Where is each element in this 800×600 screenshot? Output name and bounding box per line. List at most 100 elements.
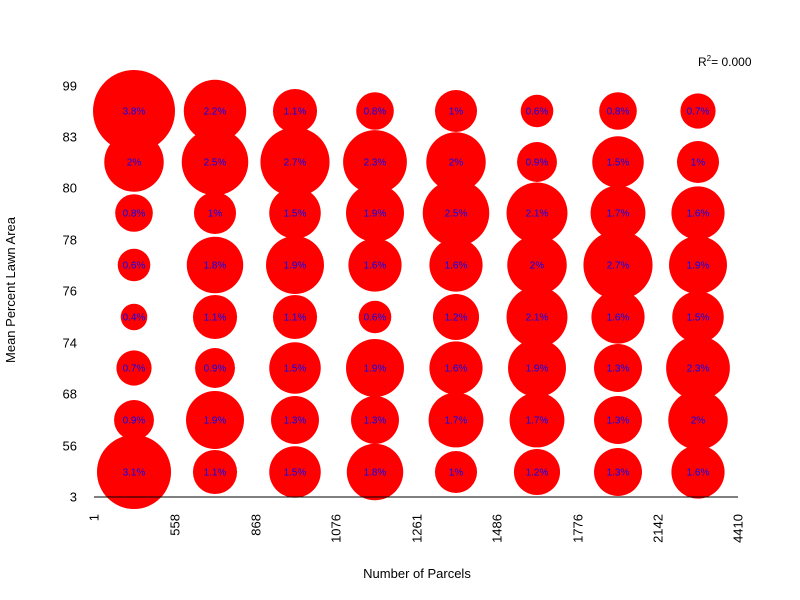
bubble-percent-label: 1.9% bbox=[526, 364, 549, 375]
bubble bbox=[583, 230, 653, 300]
bubble-percent-label: 1.6% bbox=[687, 468, 710, 479]
x-tick-label: 1 bbox=[87, 514, 102, 521]
bubble-percent-label: 1.5% bbox=[607, 158, 630, 169]
bubble-percent-label: 0.6% bbox=[364, 313, 387, 324]
bubble-percent-label: 1.2% bbox=[445, 313, 468, 324]
bubble bbox=[114, 400, 154, 440]
y-tick-label: 99 bbox=[63, 79, 77, 94]
bubble-percent-label: 1.7% bbox=[445, 416, 468, 427]
bubble-percent-label: 2.5% bbox=[445, 209, 468, 220]
bubble-percent-label: 0.6% bbox=[526, 107, 549, 118]
bubble bbox=[676, 140, 720, 184]
bubble-percent-label: 1.5% bbox=[687, 313, 710, 324]
bubble-percent-label: 1.6% bbox=[445, 261, 468, 272]
bubble-layer bbox=[93, 70, 730, 510]
bubble-percent-label: 1.6% bbox=[364, 261, 387, 272]
r-squared-value: = 0.000 bbox=[711, 55, 752, 69]
bubble-percent-label: 1.3% bbox=[607, 468, 630, 479]
x-tick-labels: 1 558 868 1076 1261 1486 1776 2142 4410 bbox=[87, 514, 746, 543]
bubble-percent-label: 1.3% bbox=[364, 416, 387, 427]
bubble-percent-label: 1.5% bbox=[284, 468, 307, 479]
x-tick-label: 1776 bbox=[571, 514, 586, 543]
y-tick-label: 68 bbox=[63, 387, 77, 402]
bubble bbox=[590, 185, 646, 241]
bubble-percent-label: 2% bbox=[691, 416, 706, 427]
bubble-percent-label: 1% bbox=[449, 468, 464, 479]
bubble bbox=[269, 187, 321, 239]
r-squared-annotation: R2= 0.000 bbox=[698, 54, 752, 69]
x-tick-label: 1261 bbox=[410, 514, 425, 543]
x-tick-label: 1076 bbox=[329, 514, 344, 543]
bubble bbox=[117, 248, 151, 282]
y-tick-label: 56 bbox=[63, 439, 77, 454]
bubble bbox=[351, 396, 399, 444]
bubble-percent-label: 2% bbox=[127, 158, 142, 169]
bubble-percent-label: 2.2% bbox=[204, 107, 227, 118]
bubble-percent-label: 1.6% bbox=[445, 364, 468, 375]
bubble bbox=[434, 450, 478, 494]
bubble bbox=[506, 182, 568, 244]
bubble-percent-label: 1.2% bbox=[526, 468, 549, 479]
bubble-percent-label: 1.6% bbox=[607, 313, 630, 324]
bubble-percent-label: 0.9% bbox=[123, 416, 146, 427]
r-squared-superscript: 2 bbox=[707, 54, 712, 63]
x-tick-label: 868 bbox=[249, 514, 264, 536]
bubble bbox=[594, 448, 642, 496]
bubble bbox=[186, 391, 244, 449]
bubble-percent-label: 1.3% bbox=[607, 364, 630, 375]
bubble-percent-label: 1.7% bbox=[607, 209, 630, 220]
bubble bbox=[668, 390, 728, 450]
bubble bbox=[669, 236, 727, 294]
bubble bbox=[343, 130, 407, 194]
bubble-percent-label: 1.1% bbox=[284, 313, 307, 324]
bubble bbox=[269, 342, 321, 394]
bubble-percent-label: 1.5% bbox=[284, 364, 307, 375]
bubble bbox=[96, 434, 172, 510]
bubble bbox=[104, 132, 164, 192]
bubble-percent-label: 3.8% bbox=[123, 107, 146, 118]
bubble bbox=[358, 300, 392, 334]
bubble-percent-label: 1.1% bbox=[284, 107, 307, 118]
bubble bbox=[192, 294, 238, 340]
bubble bbox=[195, 348, 235, 388]
bubble bbox=[356, 92, 394, 130]
bubble-percent-label: 1.9% bbox=[364, 209, 387, 220]
r-squared-symbol: R bbox=[698, 55, 707, 69]
bubble bbox=[116, 350, 152, 386]
bubble bbox=[271, 396, 319, 444]
bubble bbox=[680, 93, 716, 129]
bubble bbox=[346, 443, 404, 501]
y-tick-label: 76 bbox=[63, 284, 77, 299]
bubble-label-layer: 3.8% 2.2% 1.1% 0.8% 1% 0.6% 0.8% 0.7% 2% 2.5% 2.7%… bbox=[123, 107, 710, 479]
bubble-percent-label: 2.5% bbox=[204, 158, 227, 169]
y-tick-label: 80 bbox=[63, 181, 77, 196]
bubble-percent-label: 0.7% bbox=[123, 364, 146, 375]
x-tick-label: 558 bbox=[168, 514, 183, 536]
bubble-percent-label: 0.8% bbox=[607, 107, 630, 118]
bubble-percent-label: 1% bbox=[208, 209, 223, 220]
bubble-percent-label: 2.3% bbox=[364, 158, 387, 169]
bubble bbox=[181, 128, 249, 196]
bubble-percent-label: 1.9% bbox=[204, 416, 227, 427]
bubble bbox=[269, 446, 321, 498]
bubble-percent-label: 1.9% bbox=[364, 364, 387, 375]
bubble-percent-label: 0.8% bbox=[364, 107, 387, 118]
bubble bbox=[520, 94, 554, 128]
y-tick-label: 74 bbox=[63, 336, 77, 351]
bubble-percent-label: 0.4% bbox=[123, 313, 146, 324]
x-tick-label: 1486 bbox=[490, 514, 505, 543]
bubble bbox=[594, 396, 642, 444]
bubble-percent-label: 0.8% bbox=[123, 209, 146, 220]
bubble bbox=[429, 238, 483, 292]
bubble-percent-label: 2.7% bbox=[284, 158, 307, 169]
bubble-percent-label: 2.1% bbox=[526, 313, 549, 324]
bubble-percent-label: 1.5% bbox=[284, 209, 307, 220]
bubble-percent-label: 0.9% bbox=[526, 158, 549, 169]
bubble bbox=[183, 79, 247, 143]
bubble-percent-label: 1.7% bbox=[526, 416, 549, 427]
bubble bbox=[594, 344, 642, 392]
bubble-percent-label: 2.1% bbox=[526, 209, 549, 220]
bubble bbox=[272, 88, 318, 134]
bubble bbox=[272, 294, 318, 340]
